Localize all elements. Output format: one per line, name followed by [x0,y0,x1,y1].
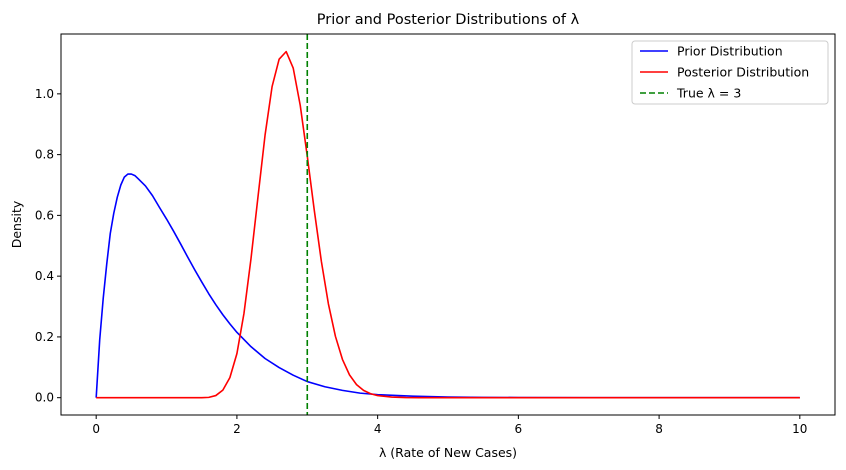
plot-area [60,33,836,416]
legend: Prior Distribution Posterior Distribution… [631,40,829,105]
y-tick-label: 1.0 [35,87,54,101]
x-tick-label: 10 [792,422,807,436]
y-axis-label: Density [9,200,24,248]
x-tick-label: 0 [92,422,100,436]
legend-box [631,40,829,105]
chart-title: Prior and Posterior Distributions of λ [317,12,580,28]
y-tick-label: 0.0 [35,391,54,405]
series-line-prior-distribution [95,173,800,399]
legend-label: Prior Distribution [677,44,783,59]
x-tick-label: 8 [655,422,663,436]
y-tick-label: 0.6 [35,208,54,222]
axes-frame [60,33,836,416]
y-tick-label: 0.8 [35,148,54,162]
x-tick-label: 6 [515,422,523,436]
x-axis-ticks: 0 2 4 6 8 10 [92,415,807,436]
legend-label: True λ = 3 [676,86,741,101]
y-axis-ticks: 0.0 0.2 0.4 0.6 0.8 1.0 [35,87,61,405]
legend-label: Posterior Distribution [677,65,809,80]
x-tick-label: 2 [233,422,241,436]
x-axis-label: λ (Rate of New Cases) [379,445,517,460]
x-tick-label: 4 [374,422,382,436]
y-tick-label: 0.4 [35,269,54,283]
y-tick-label: 0.2 [35,330,54,344]
